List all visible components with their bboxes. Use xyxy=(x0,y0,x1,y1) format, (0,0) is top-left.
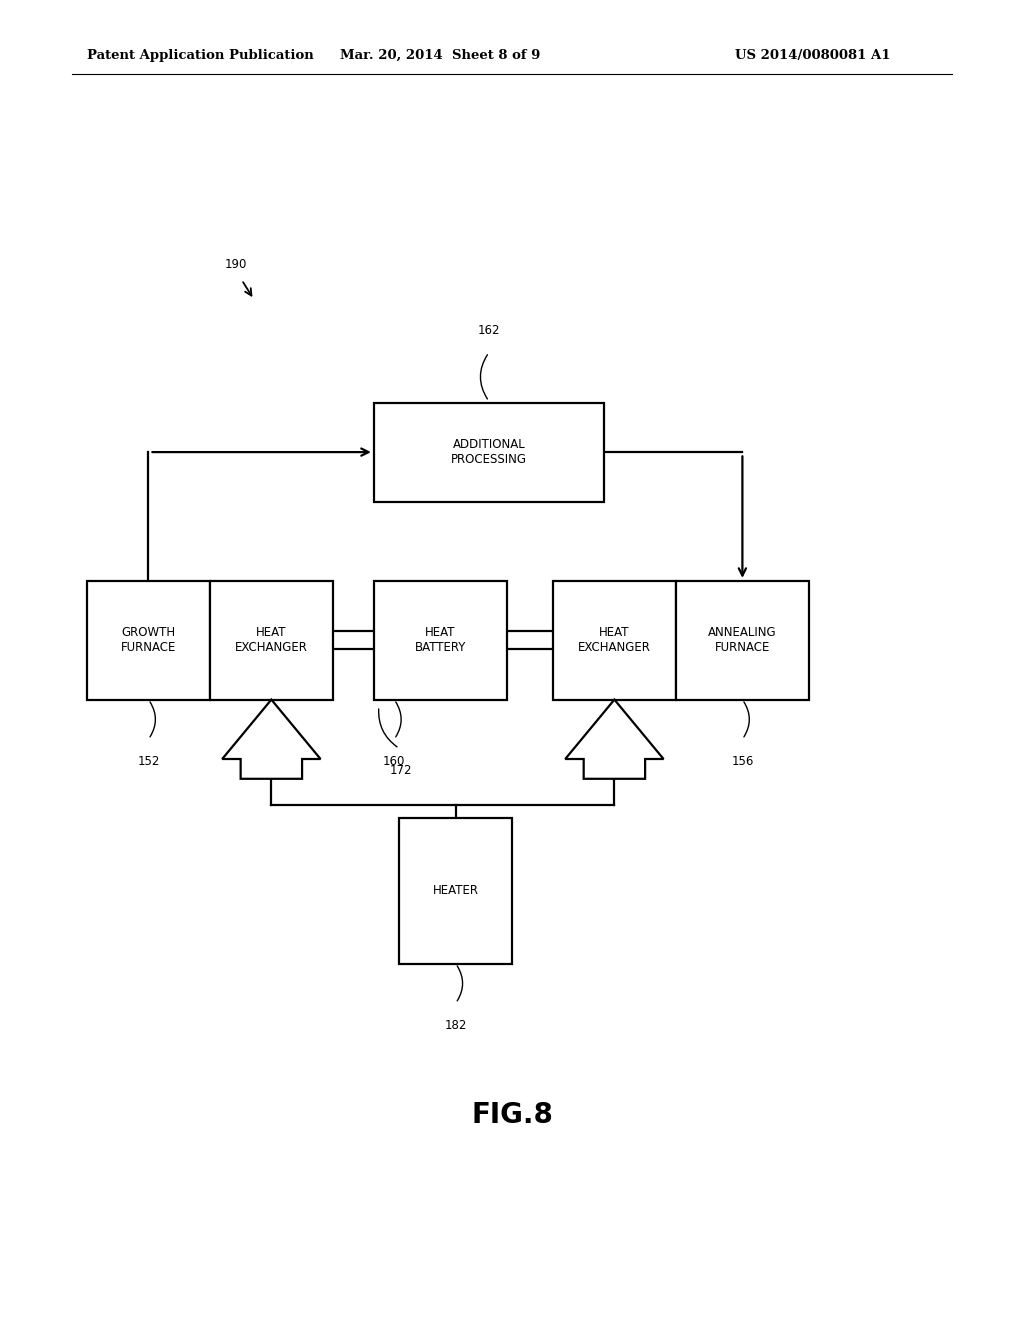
Text: GROWTH
FURNACE: GROWTH FURNACE xyxy=(121,626,176,655)
Bar xyxy=(87,581,210,700)
Text: 154: 154 xyxy=(260,755,283,768)
Text: HEAT
BATTERY: HEAT BATTERY xyxy=(415,626,466,655)
Bar xyxy=(210,581,333,700)
Bar xyxy=(374,581,507,700)
Text: 190: 190 xyxy=(224,257,247,271)
Bar xyxy=(399,818,512,964)
Text: HEAT
EXCHANGER: HEAT EXCHANGER xyxy=(578,626,651,655)
Text: Mar. 20, 2014  Sheet 8 of 9: Mar. 20, 2014 Sheet 8 of 9 xyxy=(340,49,541,62)
Text: 158: 158 xyxy=(603,755,626,768)
Text: 162: 162 xyxy=(478,323,500,337)
Text: 156: 156 xyxy=(731,755,754,768)
Text: ANNEALING
FURNACE: ANNEALING FURNACE xyxy=(708,626,777,655)
Text: HEATER: HEATER xyxy=(433,884,478,898)
Text: ADDITIONAL
PROCESSING: ADDITIONAL PROCESSING xyxy=(451,438,527,466)
Bar xyxy=(553,581,676,700)
Text: Patent Application Publication: Patent Application Publication xyxy=(87,49,313,62)
Text: US 2014/0080081 A1: US 2014/0080081 A1 xyxy=(735,49,891,62)
Polygon shape xyxy=(222,700,321,779)
Bar xyxy=(374,403,604,502)
Text: 172: 172 xyxy=(390,764,413,777)
Polygon shape xyxy=(565,700,664,779)
Text: 160: 160 xyxy=(383,755,406,768)
Text: 182: 182 xyxy=(444,1019,467,1032)
Bar xyxy=(676,581,809,700)
Text: 152: 152 xyxy=(137,755,160,768)
Text: FIG.8: FIG.8 xyxy=(471,1101,553,1130)
Text: HEAT
EXCHANGER: HEAT EXCHANGER xyxy=(234,626,308,655)
